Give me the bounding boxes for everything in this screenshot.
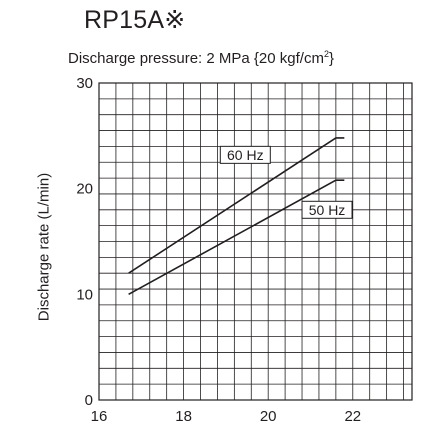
y-tick-label: 10 <box>76 286 93 303</box>
subtitle-end: } <box>328 50 334 67</box>
series-label-box <box>301 200 353 219</box>
series-label: 50 Hz <box>309 202 346 218</box>
plot-border <box>98 82 413 401</box>
x-tick-label: 16 <box>91 408 108 425</box>
series-label: 60 Hz <box>227 147 264 163</box>
chart-subtitle: Discharge pressure: 2 MPa {20 kgf/cm2} <box>68 49 334 67</box>
subtitle-superscript: 2 <box>323 49 329 59</box>
x-tick-label: 18 <box>175 408 192 425</box>
x-tick-label: 22 <box>344 408 361 425</box>
x-tick-label: 20 <box>260 408 277 425</box>
series-label-box <box>219 145 271 164</box>
y-tick-label: 30 <box>76 75 93 92</box>
series-line-50hz <box>128 179 345 296</box>
y-tick-label: 0 <box>85 392 93 409</box>
y-tick-label: 20 <box>76 181 93 198</box>
chart-title: RP15A※ <box>84 6 186 34</box>
series-line-60hz <box>128 137 345 274</box>
subtitle-text: Discharge pressure: 2 MPa {20 kgf/cm <box>68 50 324 67</box>
